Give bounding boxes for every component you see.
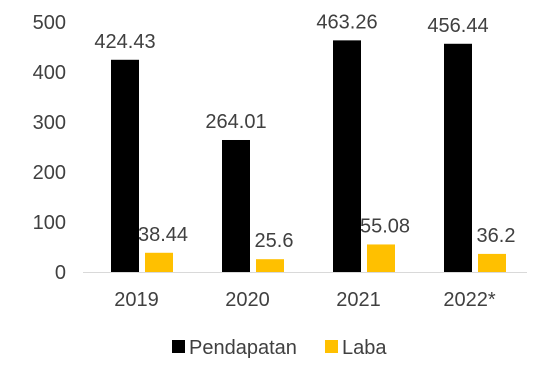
y-tick-label: 100 (33, 212, 66, 234)
x-tick-label: 2019 (114, 289, 159, 311)
bar-laba-2020 (256, 259, 284, 272)
x-tick-label: 2022* (443, 289, 495, 311)
y-axis: 0 100 200 300 400 500 (33, 12, 66, 284)
data-label: 38.44 (138, 224, 188, 246)
legend-label-laba: Laba (342, 337, 387, 359)
data-label: 25.6 (255, 230, 294, 252)
x-tick-label: 2020 (225, 289, 270, 311)
legend: Pendapatan Laba (172, 337, 387, 359)
bar-pendapatan-2021 (333, 40, 361, 273)
y-tick-label: 0 (55, 262, 66, 284)
y-tick-label: 300 (33, 112, 66, 134)
data-label: 463.26 (316, 11, 377, 33)
bar-laba-2022 (478, 253, 506, 272)
bar-pendapatan-2022 (444, 43, 472, 272)
data-label: 456.44 (427, 15, 488, 37)
data-label: 36.2 (477, 225, 516, 247)
bar-laba-2019 (145, 252, 173, 272)
y-tick-label: 500 (33, 12, 66, 34)
data-label: 55.08 (360, 215, 410, 237)
x-axis: 2019 2020 2021 2022* (83, 272, 527, 311)
x-tick-label: 2021 (336, 289, 381, 311)
bar-laba-2021 (367, 244, 395, 272)
data-labels: 424.43 264.01 463.26 456.44 38.44 25.6 55.08 36… (94, 11, 515, 252)
y-tick-label: 400 (33, 62, 66, 84)
legend-swatch-laba (325, 340, 338, 353)
bar-pendapatan-2019 (111, 59, 139, 272)
legend-swatch-pendapatan (172, 340, 185, 353)
legend-label-pendapatan: Pendapatan (189, 337, 297, 359)
data-label: 264.01 (205, 111, 266, 133)
y-tick-label: 200 (33, 162, 66, 184)
bars (111, 40, 506, 273)
data-label: 424.43 (94, 31, 155, 53)
bar-pendapatan-2020 (222, 139, 250, 272)
